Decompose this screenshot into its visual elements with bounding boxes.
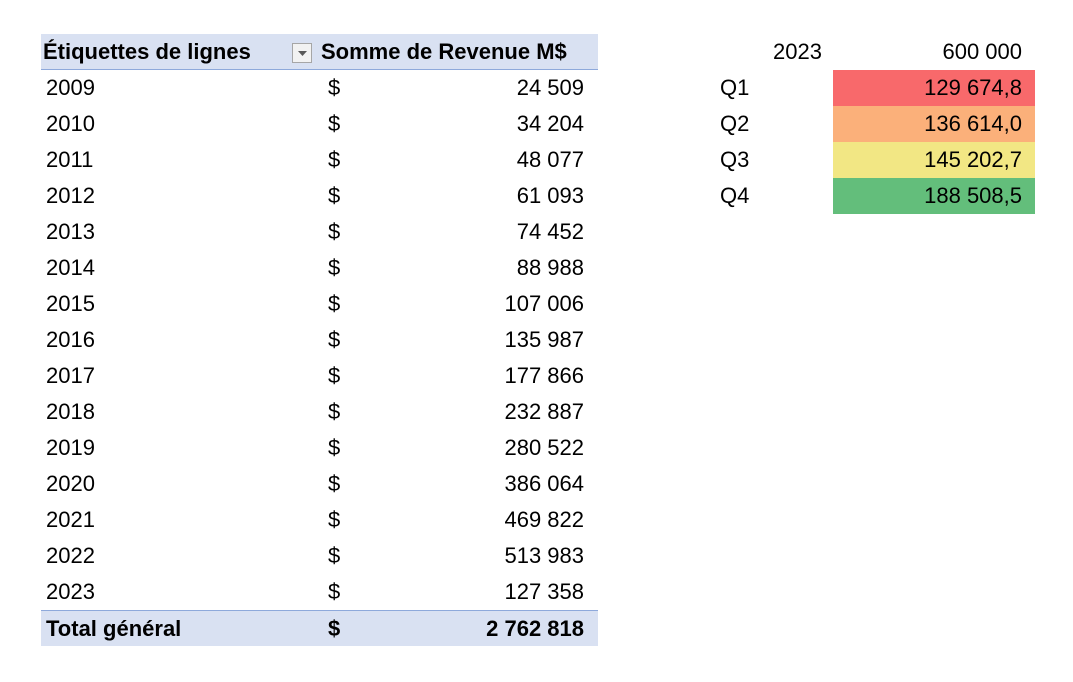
table-row[interactable]: 2019 $280 522 bbox=[41, 430, 598, 466]
quarter-label: Q3 bbox=[720, 147, 750, 172]
table-row[interactable]: 2018 $232 887 bbox=[41, 394, 598, 430]
table-row[interactable]: 2021 $469 822 bbox=[41, 502, 598, 538]
table-row[interactable]: 2022 $513 983 bbox=[41, 538, 598, 574]
revenue-value: 513 983 bbox=[504, 543, 584, 568]
currency-symbol: $ bbox=[328, 471, 341, 496]
revenue-value: 61 093 bbox=[516, 183, 584, 208]
quarter-label: Q2 bbox=[720, 111, 750, 136]
currency-symbol: $ bbox=[328, 327, 341, 352]
revenue-value: 74 452 bbox=[516, 219, 584, 244]
revenue-value: 280 522 bbox=[504, 435, 584, 460]
quarter-row[interactable]: Q1 129 674,8 bbox=[700, 70, 1035, 106]
grand-total-row[interactable]: Total général $ 2 762 818 bbox=[41, 610, 598, 646]
currency-symbol: $ bbox=[328, 183, 341, 208]
year-label: 2010 bbox=[46, 111, 95, 136]
table-row[interactable]: 2012 $61 093 bbox=[41, 178, 598, 214]
currency-symbol: $ bbox=[328, 399, 341, 424]
currency-symbol: $ bbox=[328, 543, 341, 568]
year-label: 2011 bbox=[46, 147, 94, 172]
currency-symbol: $ bbox=[328, 219, 341, 244]
value-column-header[interactable]: Somme de Revenue M$ bbox=[321, 39, 567, 64]
table-row[interactable]: 2014 $88 988 bbox=[41, 250, 598, 286]
quarter-value: 129 674,8 bbox=[924, 75, 1022, 100]
currency-symbol: $ bbox=[328, 435, 341, 460]
year-label: 2019 bbox=[46, 435, 95, 460]
year-label: 2016 bbox=[46, 327, 95, 352]
dropdown-arrow-icon bbox=[298, 51, 307, 56]
currency-symbol: $ bbox=[328, 579, 341, 604]
quarter-value: 136 614,0 bbox=[924, 111, 1022, 136]
quarter-value-cell[interactable]: 188 508,5 bbox=[833, 178, 1035, 214]
year-label: 2013 bbox=[46, 219, 95, 244]
forecast-target: 600 000 bbox=[942, 39, 1022, 64]
quarter-rows: Q1 129 674,8 Q2 136 614,0 Q3 145 202,7 Q4 188 5… bbox=[700, 70, 1035, 214]
year-label: 2018 bbox=[46, 399, 95, 424]
currency-symbol: $ bbox=[328, 255, 341, 280]
revenue-value: 34 204 bbox=[516, 111, 584, 136]
year-label: 2020 bbox=[46, 471, 95, 496]
table-row[interactable]: 2009 $24 509 bbox=[41, 70, 598, 106]
revenue-value: 232 887 bbox=[504, 399, 584, 424]
table-row[interactable]: 2016 $135 987 bbox=[41, 322, 598, 358]
quarter-value: 188 508,5 bbox=[924, 183, 1022, 208]
grand-total-label: Total général bbox=[46, 616, 182, 641]
currency-symbol: $ bbox=[328, 291, 341, 316]
table-row[interactable]: 2023 $127 358 bbox=[41, 574, 598, 610]
quarter-row[interactable]: Q2 136 614,0 bbox=[700, 106, 1035, 142]
year-label: 2009 bbox=[46, 75, 95, 100]
table-row[interactable]: 2015 $107 006 bbox=[41, 286, 598, 322]
table-row[interactable]: 2013 $74 452 bbox=[41, 214, 598, 250]
year-label: 2012 bbox=[46, 183, 95, 208]
revenue-value: 469 822 bbox=[504, 507, 584, 532]
revenue-value: 107 006 bbox=[504, 291, 584, 316]
currency-symbol: $ bbox=[328, 147, 341, 172]
revenue-value: 135 987 bbox=[504, 327, 584, 352]
currency-symbol: $ bbox=[328, 363, 341, 388]
year-label: 2017 bbox=[46, 363, 95, 388]
revenue-value: 127 358 bbox=[504, 579, 584, 604]
quarter-label: Q4 bbox=[720, 183, 750, 208]
quarter-row[interactable]: Q4 188 508,5 bbox=[700, 178, 1035, 214]
table-row[interactable]: 2017 $177 866 bbox=[41, 358, 598, 394]
forecast-header-row[interactable]: 2023 600 000 bbox=[700, 34, 1035, 70]
quarter-value: 145 202,7 bbox=[924, 147, 1022, 172]
year-label: 2015 bbox=[46, 291, 95, 316]
revenue-value: 88 988 bbox=[516, 255, 584, 280]
year-label: 2021 bbox=[46, 507, 95, 532]
pivot-rows: 2009 $24 509 2010 $34 204 2011 $48 077 2012 $61… bbox=[41, 70, 598, 610]
pivot-header-row: Étiquettes de lignes Somme de Revenue M$ bbox=[41, 34, 598, 70]
quarter-value-cell[interactable]: 145 202,7 bbox=[833, 142, 1035, 178]
year-label: 2023 bbox=[46, 579, 95, 604]
table-row[interactable]: 2010 $34 204 bbox=[41, 106, 598, 142]
pivot-table: Étiquettes de lignes Somme de Revenue M$… bbox=[41, 34, 598, 646]
quarterly-forecast-table: 2023 600 000 Q1 129 674,8 Q2 136 614,0 Q3 145… bbox=[700, 34, 1035, 214]
revenue-value: 177 866 bbox=[504, 363, 584, 388]
year-label: 2022 bbox=[46, 543, 95, 568]
currency-symbol: $ bbox=[328, 111, 341, 136]
table-row[interactable]: 2011 $48 077 bbox=[41, 142, 598, 178]
currency-symbol: $ bbox=[328, 616, 341, 641]
grand-total-value: 2 762 818 bbox=[486, 616, 584, 641]
currency-symbol: $ bbox=[328, 75, 341, 100]
forecast-year: 2023 bbox=[773, 39, 822, 64]
quarter-label: Q1 bbox=[720, 75, 750, 100]
quarter-value-cell[interactable]: 136 614,0 bbox=[833, 106, 1035, 142]
revenue-value: 48 077 bbox=[516, 147, 584, 172]
filter-dropdown-button[interactable] bbox=[292, 43, 312, 63]
year-label: 2014 bbox=[46, 255, 95, 280]
revenue-value: 386 064 bbox=[504, 471, 584, 496]
revenue-value: 24 509 bbox=[516, 75, 584, 100]
quarter-row[interactable]: Q3 145 202,7 bbox=[700, 142, 1035, 178]
row-labels-header[interactable]: Étiquettes de lignes bbox=[43, 39, 251, 64]
currency-symbol: $ bbox=[328, 507, 341, 532]
table-row[interactable]: 2020 $386 064 bbox=[41, 466, 598, 502]
quarter-value-cell[interactable]: 129 674,8 bbox=[833, 70, 1035, 106]
